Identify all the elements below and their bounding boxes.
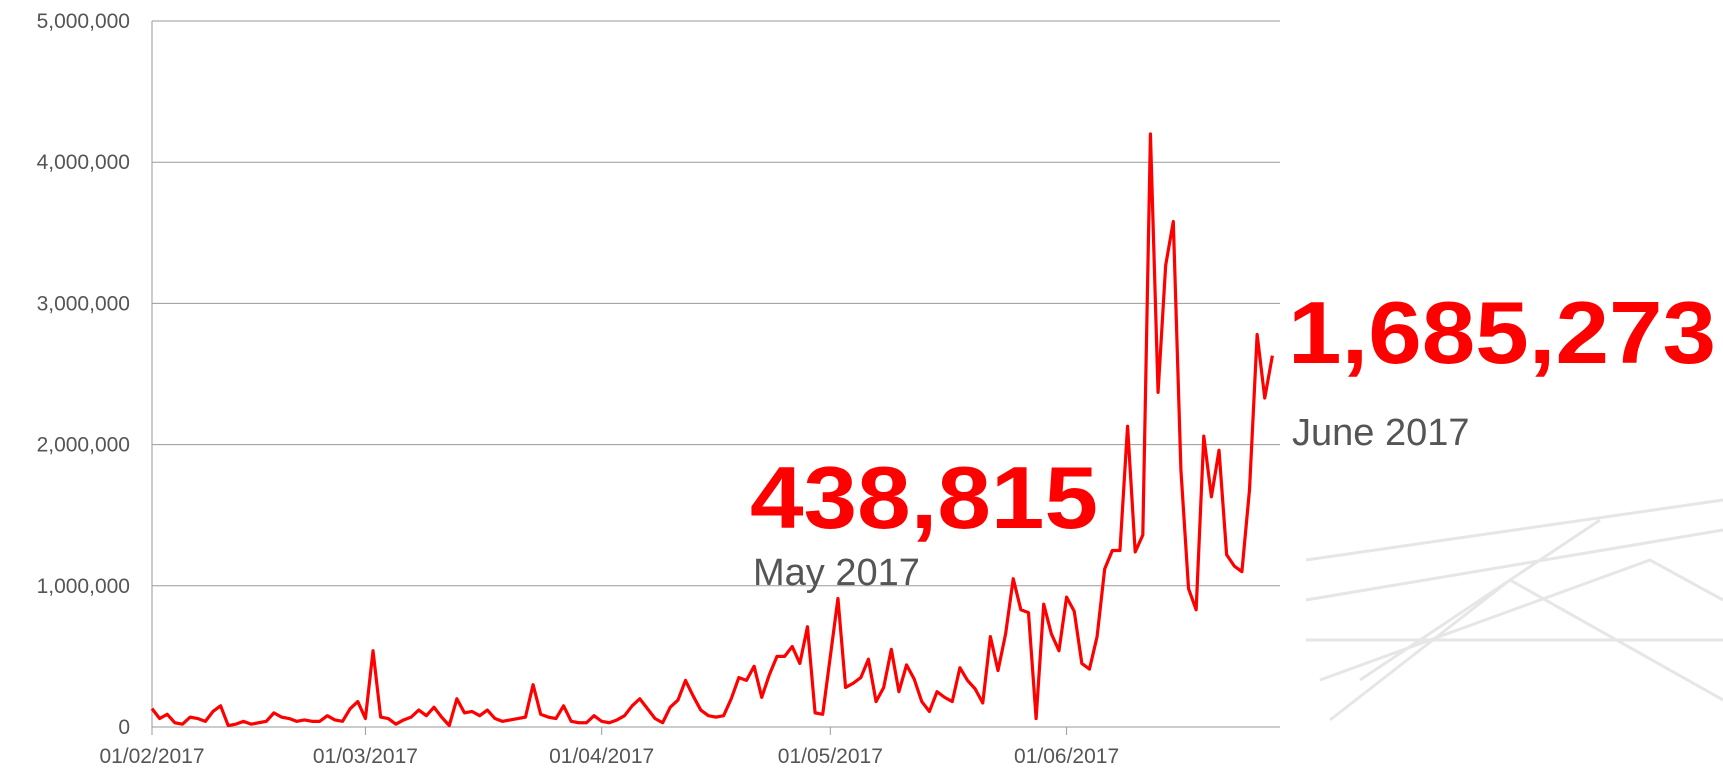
x-tick-label: 01/06/2017: [1014, 745, 1119, 768]
y-tick-label: 5,000,000: [37, 10, 130, 33]
annotation-value: 438,815: [750, 448, 1098, 547]
background-network: [1305, 498, 1723, 722]
x-tick-label: 01/05/2017: [778, 745, 883, 768]
y-tick-label: 4,000,000: [37, 151, 130, 174]
x-tick-label: 01/02/2017: [99, 745, 204, 768]
line-series: [150, 132, 1274, 728]
annotation-label: May 2017: [753, 552, 920, 594]
y-tick-label: 2,000,000: [37, 434, 130, 457]
y-tick-label: 3,000,000: [37, 292, 130, 315]
x-tick-label: 01/04/2017: [549, 745, 654, 768]
annotation-label: June 2017: [1292, 412, 1470, 454]
y-tick-label: 1,000,000: [37, 575, 130, 598]
x-tick-label: 01/03/2017: [313, 745, 418, 768]
y-tick-label: 0: [118, 716, 130, 739]
annotation-value: 1,685,273: [1288, 283, 1716, 382]
